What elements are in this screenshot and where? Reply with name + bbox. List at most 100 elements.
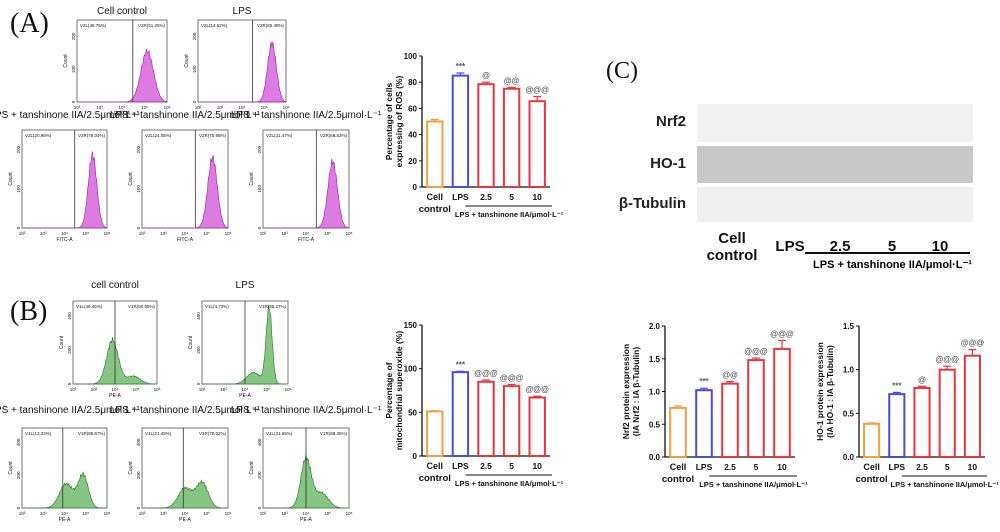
flow-y-tick-label: 200 — [71, 32, 76, 40]
significance-label: *** — [699, 377, 709, 386]
bar — [938, 368, 956, 458]
flow-y-tick-label: 0 — [71, 100, 76, 103]
bar — [721, 382, 739, 459]
x-tick-label: LPS — [452, 192, 469, 202]
flow-y-tick-label: 100 — [192, 65, 197, 73]
significance-label: @@@ — [525, 385, 549, 394]
flow-y-tick-label: 0 — [67, 382, 72, 385]
flow-gate-left-label: V2L(31.47%) — [266, 133, 293, 138]
flow-x-tick-label: 10⁶ — [283, 105, 290, 110]
x-tick-label: 2.5 — [480, 461, 492, 471]
x-tick-label: control — [419, 473, 451, 484]
y-axis-label: (IA Nrf2 : IA β-Tubulin) — [631, 347, 641, 437]
flow-x-tick-label: 10⁴ — [303, 511, 310, 516]
flow-x-tick-label: 10⁶ — [104, 511, 111, 516]
flow-y-axis-label: Count — [8, 461, 14, 475]
flow-x-axis-label: PE-A — [179, 517, 191, 523]
bar — [451, 74, 470, 188]
flow-gate-right-label: V2R(75.95%) — [199, 133, 227, 138]
x-tick-label: Cell — [427, 192, 444, 202]
flow-x-tick-label: 10⁵ — [203, 511, 210, 516]
blot-lane-lps: LPS — [775, 238, 805, 255]
x-tick-label: LPS — [696, 462, 713, 472]
flow-x-tick-label: 10⁵ — [261, 105, 268, 110]
flow-gate-left-label: V2L(24.05%) — [145, 133, 172, 138]
flow-y-tick-label: 0 — [136, 506, 141, 509]
flow-gate-left-label: V1L(21.48%) — [145, 431, 172, 436]
flow-x-axis-label: FITC-A — [234, 111, 251, 117]
flow-x-axis-label: FITC-A — [114, 111, 131, 117]
flow-y-axis-label: Count — [8, 172, 14, 186]
flow-x-tick-label: 10² — [195, 105, 202, 110]
significance-label: @@@ — [525, 86, 549, 95]
flow-x-tick-label: 10² — [19, 511, 26, 516]
flow-x-tick-label: 10³ — [96, 105, 103, 110]
flow-gate-right-label: V1R(95.27%) — [259, 304, 287, 309]
flow-y-tick-label: 0 — [16, 506, 21, 509]
flow-x-tick-label: 10⁶ — [225, 231, 232, 236]
flow-histogram — [22, 151, 108, 229]
significance-label: @@ — [722, 371, 738, 380]
significance-label: @ — [482, 71, 490, 80]
x-tick-label: 5 — [945, 462, 950, 472]
flow-y-tick-label: 200 — [257, 471, 262, 479]
y-axis-label: HO-1 protein expression — [815, 342, 825, 441]
flow-gate-right-label: V2R(79.04%) — [78, 133, 106, 138]
flow-histogram — [202, 305, 288, 385]
flow-x-tick-label: 10⁴ — [239, 105, 246, 110]
blot-strip-tubulin — [697, 187, 973, 222]
flow-x-tick-label: 10³ — [281, 231, 288, 236]
flow-x-tick-label: 10² — [139, 511, 146, 516]
x-tick-label: 5 — [509, 192, 514, 202]
group-label: LPS + tanshinone IIA/μmol·L⁻¹ — [891, 480, 1000, 489]
y-tick-label: 60 — [408, 104, 417, 113]
bar — [477, 83, 495, 188]
x-tick-label: 10 — [532, 192, 542, 202]
bar — [502, 87, 521, 188]
x-tick-label: LPS — [889, 462, 906, 472]
flow-x-tick-label: 10⁴ — [182, 231, 189, 236]
y-tick-label: 1.0 — [649, 388, 661, 397]
flow-x-axis-label: PE-A — [300, 517, 312, 523]
blot-strip-nrf2 — [697, 104, 973, 142]
bar — [426, 120, 444, 188]
bar — [426, 410, 444, 457]
flow-histogram — [263, 158, 350, 229]
y-axis-label: (IA HO-1 : IA β-Tubulin) — [825, 345, 835, 438]
bar — [477, 380, 495, 457]
flow-plot-title: LPS + tanshinone IIA/2.5μmol·L⁻¹ — [110, 110, 261, 121]
blot-lane-control: Cell control — [706, 230, 758, 264]
flow-x-tick-label: 10² — [19, 231, 26, 236]
blot-row-label-ho1: HO-1 — [650, 155, 686, 172]
y-tick-label: 0 — [413, 452, 418, 461]
bar — [963, 354, 981, 458]
flow-x-axis-label: PE-A — [239, 393, 251, 399]
flow-y-tick-label: 100 — [136, 185, 141, 193]
bar — [451, 371, 470, 457]
flow-x-tick-label: 10⁵ — [203, 231, 210, 236]
flow-y-tick-label: 200 — [196, 346, 201, 354]
flow-histogram — [198, 41, 287, 103]
flow-y-tick-label: 200 — [257, 145, 262, 153]
flow-x-tick-label: 10⁶ — [346, 231, 353, 236]
flow-y-tick-label: 0 — [196, 382, 201, 385]
flow-y-tick-label: 0 — [136, 226, 141, 229]
flow-plot-title: LPS + tanshinone IIA/2.5μmol·L⁻¹ — [231, 110, 382, 121]
y-axis-label: Percentage of — [384, 362, 394, 418]
flow-gate-right-label: V1R(68.35%) — [320, 431, 348, 436]
blot-row-label-tubulin: β-Tubulin — [618, 195, 686, 212]
y-tick-label: 40 — [408, 131, 417, 140]
significance-label: @@@ — [961, 339, 985, 348]
x-tick-label: control — [855, 474, 887, 485]
y-tick-label: 20 — [408, 157, 417, 166]
flow-y-tick-label: 100 — [71, 65, 76, 73]
y-tick-label: 0 — [413, 183, 418, 192]
flow-y-axis-label: Count — [184, 54, 190, 68]
flow-x-axis-label: FITC-A — [56, 237, 73, 243]
flow-x-tick-label: 10³ — [160, 231, 167, 236]
y-tick-label: 0.5 — [649, 420, 661, 429]
flow-x-tick-label: 10² — [199, 387, 206, 392]
significance-label: @@ — [504, 76, 520, 85]
y-tick-label: 0.5 — [843, 409, 855, 418]
flow-x-tick-label: 10⁴ — [112, 387, 119, 392]
